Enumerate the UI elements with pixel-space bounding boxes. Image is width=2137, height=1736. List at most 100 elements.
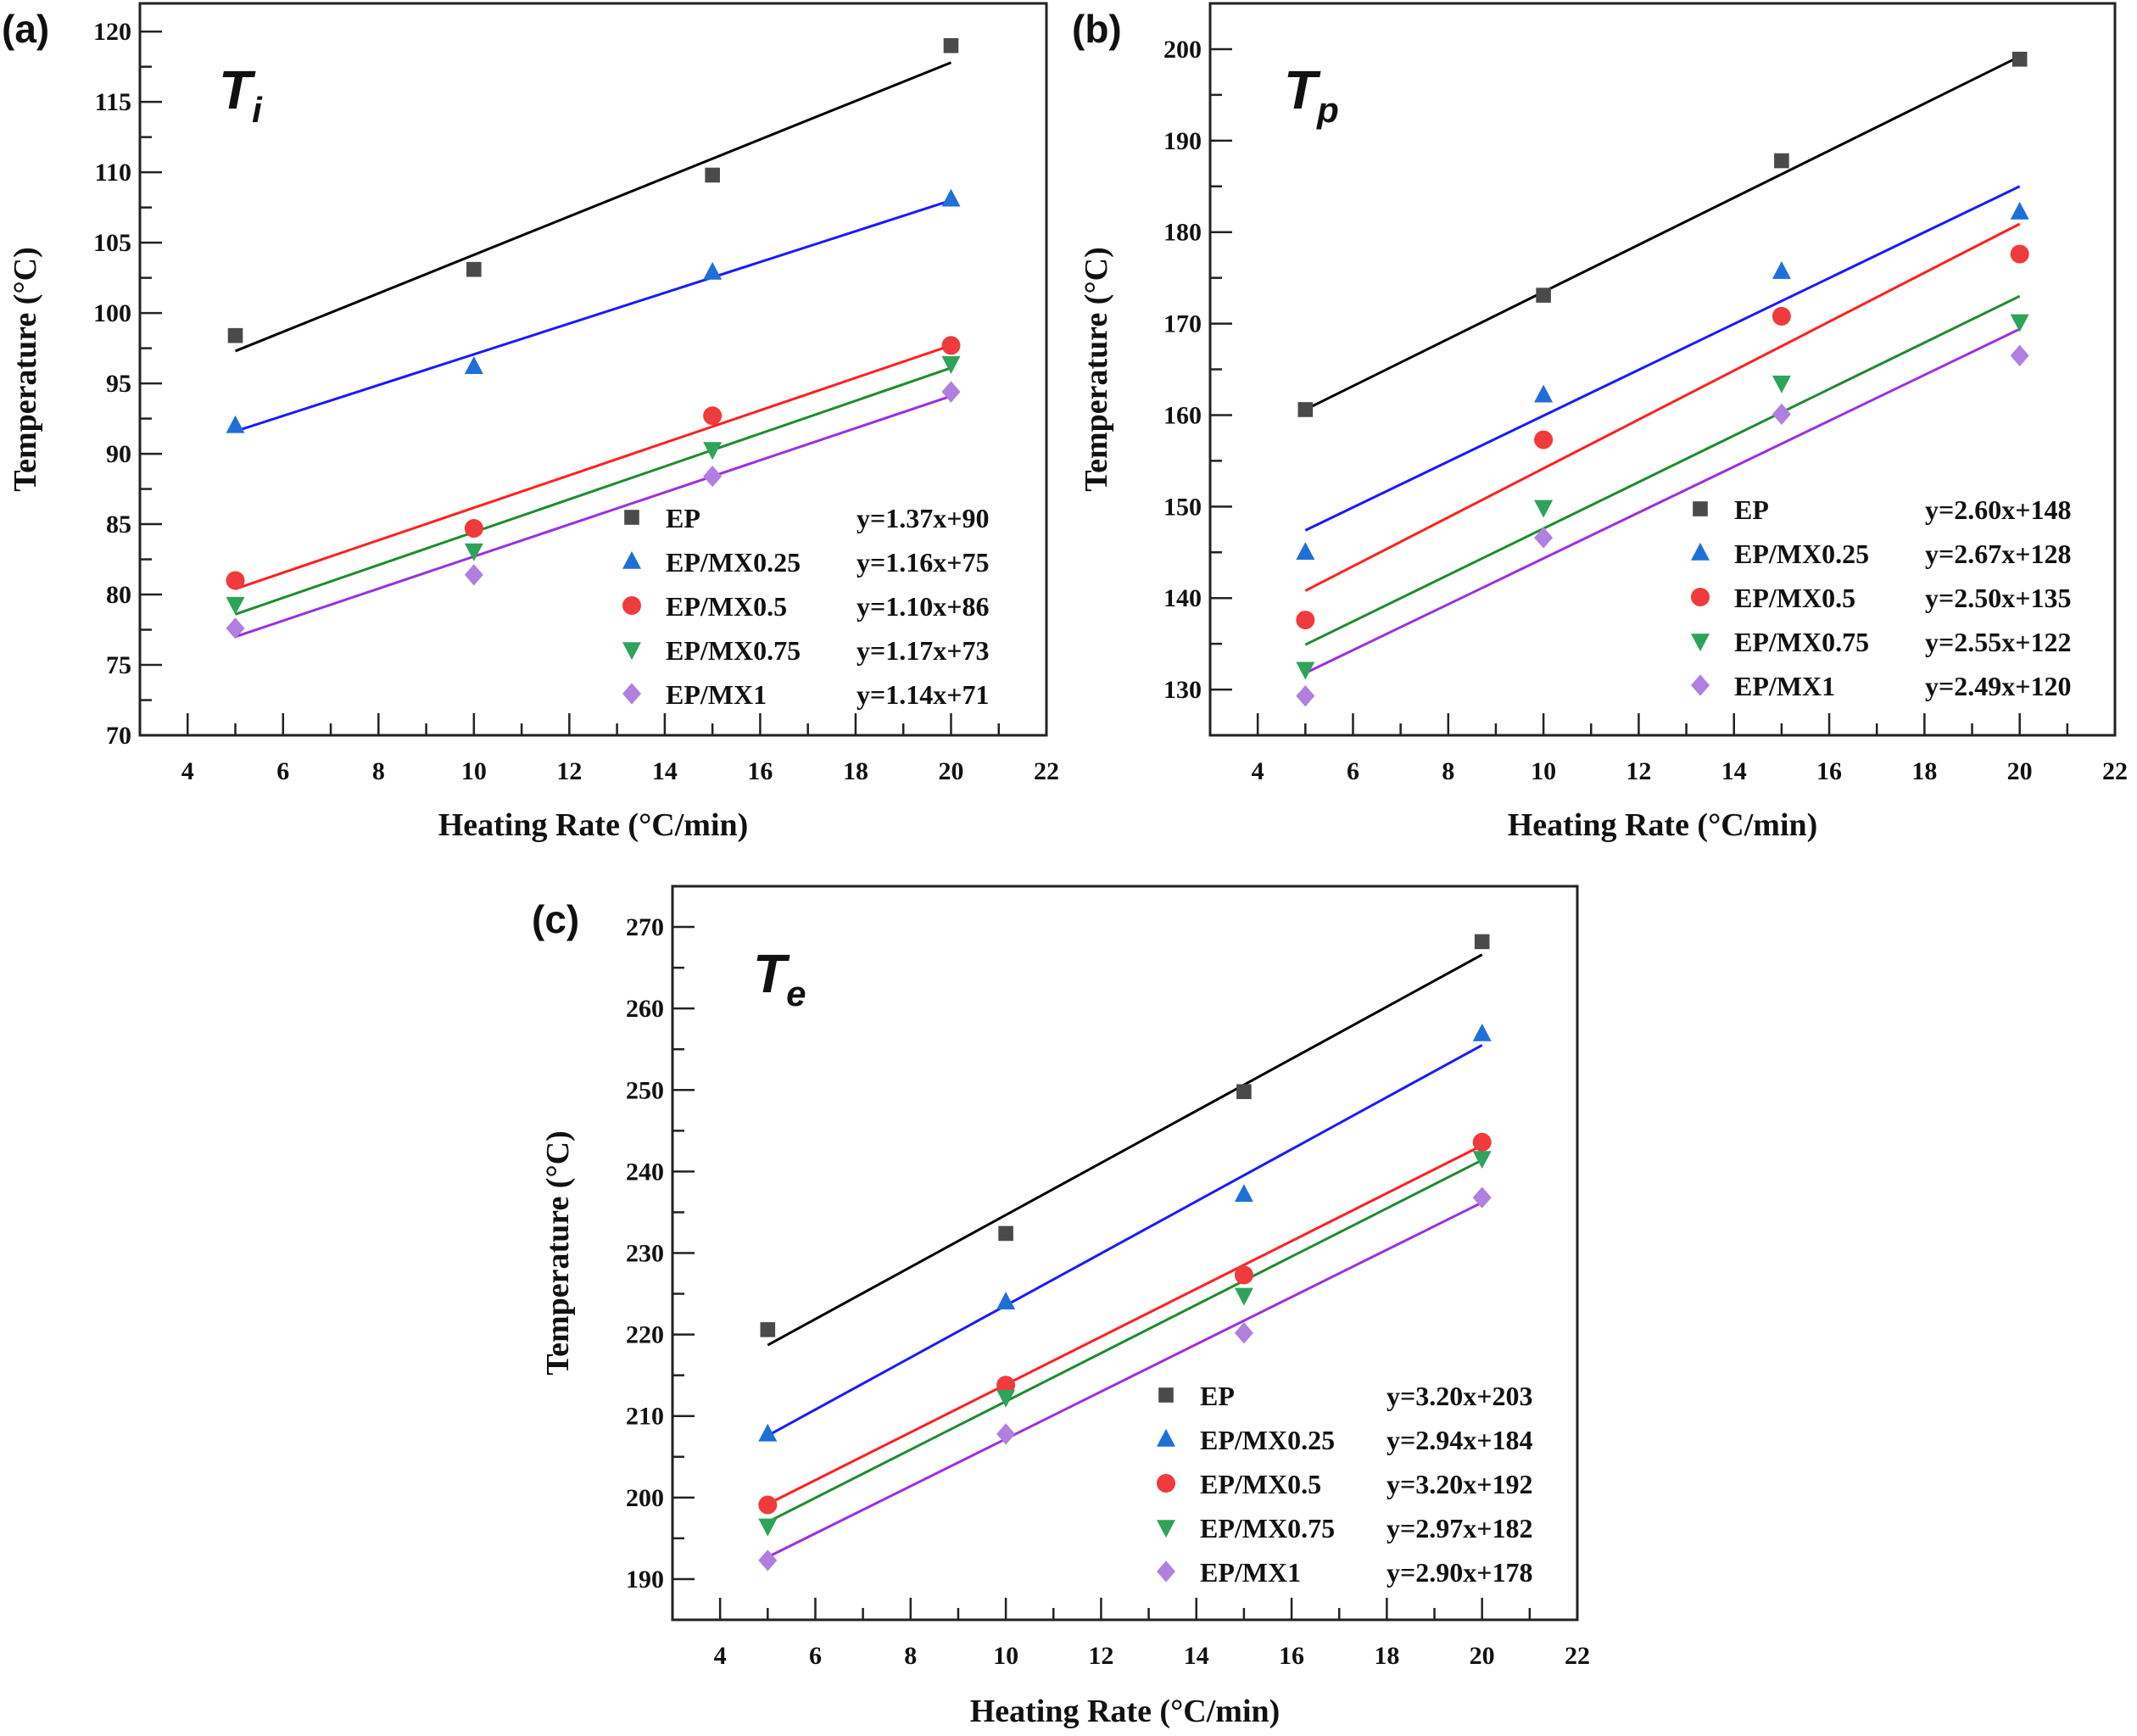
data-point-ep-mx1 (464, 564, 483, 586)
y-tick-label: 120 (93, 18, 131, 46)
legend-marker (1691, 634, 1710, 652)
data-point-ep-mx0-5 (1234, 1265, 1253, 1285)
data-point-ep-mx0-75 (941, 356, 961, 374)
fit-equation: y=2.50x+135 (1925, 583, 2071, 613)
fit-line-ep-mx0-75 (235, 366, 951, 616)
quantity-label: Ti (219, 59, 263, 130)
y-tick-label: 270 (626, 913, 664, 941)
quantity-subscript: e (786, 974, 806, 1013)
data-point-ep-mx0-25 (758, 1423, 778, 1442)
panel-label: (b) (1072, 7, 1122, 51)
fit-equation: y=2.55x+122 (1925, 627, 2071, 657)
fit-line-ep-mx0-25 (767, 1044, 1483, 1437)
quantity-label: Tp (1284, 59, 1339, 130)
data-point-ep-mx0-25 (1234, 1184, 1253, 1203)
legend-label: EP (1734, 494, 1769, 525)
y-axis-title: Temperature (°C) (8, 247, 43, 492)
y-tick-label: 90 (106, 440, 131, 468)
fit-equation: y=3.20x+203 (1387, 1381, 1532, 1411)
data-point-ep-mx0-25 (1472, 1023, 1492, 1041)
fit-equation: y=2.97x+182 (1387, 1513, 1532, 1543)
legend-label: EP/MX0.5 (666, 591, 787, 622)
x-tick-label: 6 (1347, 757, 1359, 785)
data-point-ep-mx0-25 (2010, 201, 2029, 220)
fit-line-ep-mx1 (767, 1201, 1483, 1559)
y-axis-title: Temperature (°C) (1079, 247, 1114, 492)
y-tick-label: 100 (93, 299, 131, 327)
data-point-ep-mx0-25 (1772, 260, 1791, 279)
plot-frame (138, 2, 1048, 737)
fit-line-ep (767, 953, 1483, 1347)
legend-label: EP/MX0.25 (1734, 539, 1869, 569)
y-tick-label: 240 (626, 1158, 664, 1186)
y-tick-label: 95 (106, 370, 131, 398)
y-tick-label: 200 (626, 1484, 664, 1512)
y-tick-label: 130 (1163, 676, 1202, 704)
data-point-ep-mx1 (996, 1423, 1016, 1445)
legend-marker (1157, 1428, 1175, 1447)
data-point-ep (1774, 153, 1789, 169)
fit-equation: y=2.60x+148 (1925, 494, 2071, 525)
data-point-ep-mx0-25 (996, 1292, 1016, 1309)
x-tick-label: 16 (1816, 757, 1842, 785)
x-tick-label: 8 (904, 1642, 917, 1670)
fit-line-ep-mx1 (1304, 327, 2021, 674)
data-point-ep-mx0-5 (226, 571, 245, 590)
fit-line-ep-mx0-5 (235, 343, 951, 590)
data-point-ep-mx0-75 (1472, 1151, 1492, 1169)
data-point-ep-mx0-5 (1472, 1132, 1492, 1152)
quantity-subscript: i (252, 90, 263, 130)
y-tick-label: 260 (626, 995, 664, 1023)
legend-label: EP/MX0.75 (666, 635, 801, 666)
data-point-ep (1236, 1084, 1252, 1099)
x-tick-label: 12 (1626, 757, 1651, 785)
data-point-ep-mx1 (941, 381, 961, 403)
fit-line-ep-mx0-75 (767, 1158, 1483, 1524)
x-tick-label: 4 (181, 757, 194, 785)
quantity-subscript: p (1316, 90, 1339, 130)
chart-panel-a: 4 6 8 10 12 14 16 18 20 22 70 75 80 85 90 95 100 105 110 11… (2, 2, 1059, 843)
y-tick-label: 190 (1163, 127, 1202, 155)
fit-equation: y=1.17x+73 (856, 635, 989, 666)
data-point-ep-mx0-75 (758, 1518, 778, 1537)
data-point-ep (1536, 287, 1551, 303)
data-point-ep-mx0-5 (464, 519, 483, 539)
fit-equation: y=2.67x+128 (1925, 539, 2071, 569)
legend-marker (1691, 588, 1710, 606)
data-point-ep-mx1 (1472, 1186, 1492, 1209)
x-tick-label: 14 (1184, 1642, 1209, 1670)
quantity-label: Te (753, 943, 806, 1013)
fit-equation: y=3.20x+192 (1387, 1469, 1532, 1499)
chart-panel-b: 4 6 8 10 12 14 16 18 20 22 130 140 150 160 170 180 190 20… (1072, 2, 2128, 843)
y-tick-label: 70 (106, 722, 131, 750)
data-point-ep (227, 327, 243, 343)
fit-equation: y=1.10x+86 (856, 591, 989, 622)
x-tick-label: 12 (556, 757, 582, 785)
data-point-ep-mx0-5 (2010, 244, 2029, 264)
legend-label: EP/MX1 (666, 679, 767, 710)
x-tick-label: 20 (2007, 757, 2033, 785)
data-point-ep-mx0-5 (703, 406, 723, 426)
data-point-ep-mx0-75 (464, 543, 483, 561)
x-tick-label: 18 (1911, 757, 1937, 785)
data-point-ep-mx0-5 (941, 336, 961, 355)
x-tick-label: 8 (1442, 757, 1454, 785)
y-tick-label: 200 (1163, 36, 1202, 64)
data-point-ep (943, 37, 959, 53)
x-axis-title: Heating Rate (°C/min) (438, 807, 749, 843)
data-point-ep-mx0-75 (1772, 375, 1791, 394)
legend-marker (1157, 1560, 1175, 1582)
x-axis-title: Heating Rate (°C/min) (1508, 807, 1818, 843)
legend: EP y=2.60x+148 EP/MX0.25 y=2.67x+128 EP/MX0.… (1691, 494, 2071, 701)
data-point-ep (2011, 52, 2028, 67)
y-tick-label: 250 (626, 1076, 664, 1104)
y-tick-label: 75 (106, 651, 131, 679)
data-point-ep-mx0-75 (996, 1389, 1016, 1408)
x-tick-label: 10 (1531, 757, 1556, 785)
legend-label: EP/MX1 (1734, 671, 1835, 701)
data-point-ep-mx0-75 (1234, 1287, 1253, 1306)
data-point-ep (705, 167, 720, 183)
x-axis-title: Heating Rate (°C/min) (970, 1694, 1281, 1729)
x-tick-label: 14 (652, 757, 678, 785)
data-point-ep-mx0-5 (1772, 306, 1791, 326)
